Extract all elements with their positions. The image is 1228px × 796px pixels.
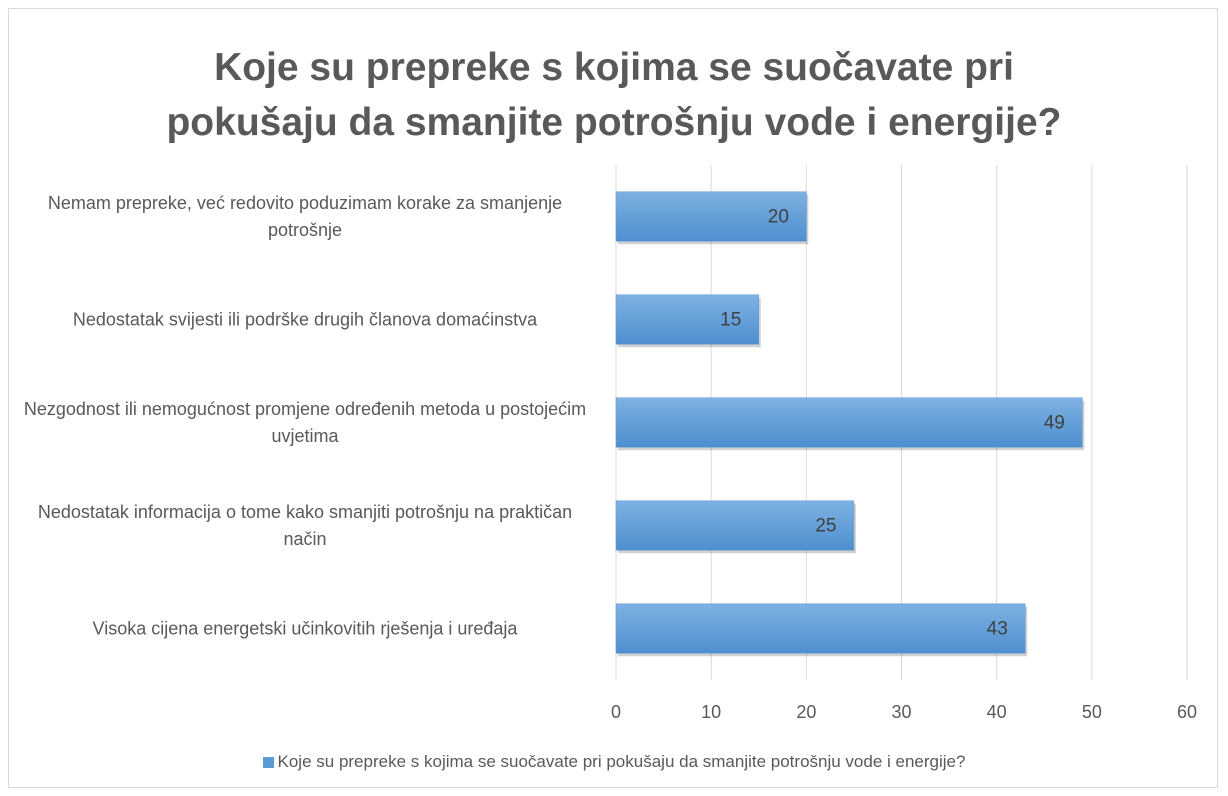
y-tick-label: Nemam prepreke, već redovito poduzimam k… bbox=[47, 192, 563, 240]
bar bbox=[615, 191, 807, 242]
x-tick-label: 30 bbox=[891, 702, 911, 722]
x-tick-label: 20 bbox=[796, 702, 816, 722]
legend-label: Koje su prepreke s kojima se suočavate p… bbox=[277, 752, 966, 771]
x-tick-label: 40 bbox=[987, 702, 1007, 722]
x-tick-label: 0 bbox=[611, 702, 621, 722]
bar bbox=[615, 294, 759, 345]
legend: Koje su prepreke s kojima se suočavate p… bbox=[0, 752, 1228, 772]
y-tick-label: Visoka cijena energetski učinkovitih rje… bbox=[92, 618, 518, 638]
bar bbox=[615, 603, 1026, 654]
bar bbox=[615, 397, 1083, 448]
bar bbox=[615, 500, 855, 551]
chart-title: Koje su prepreke s kojima se suočavate p… bbox=[166, 46, 1062, 144]
x-tick-label: 10 bbox=[701, 702, 721, 722]
value-label: 20 bbox=[768, 207, 789, 228]
x-tick-label: 50 bbox=[1082, 702, 1102, 722]
value-label: 25 bbox=[815, 516, 836, 537]
legend-swatch bbox=[262, 757, 274, 769]
value-label: 15 bbox=[720, 310, 741, 331]
value-label: 43 bbox=[987, 619, 1008, 640]
value-label: 49 bbox=[1044, 413, 1065, 434]
y-tick-label: Nedostatak svijesti ili podrške drugih č… bbox=[72, 309, 538, 329]
x-tick-label: 60 bbox=[1177, 702, 1197, 722]
chart-frame bbox=[8, 8, 1218, 788]
y-tick-label: Nezgodnost ili nemogućnost promjene odre… bbox=[23, 398, 587, 446]
y-tick-label: Nedostatak informacija o tome kako smanj… bbox=[37, 501, 573, 549]
